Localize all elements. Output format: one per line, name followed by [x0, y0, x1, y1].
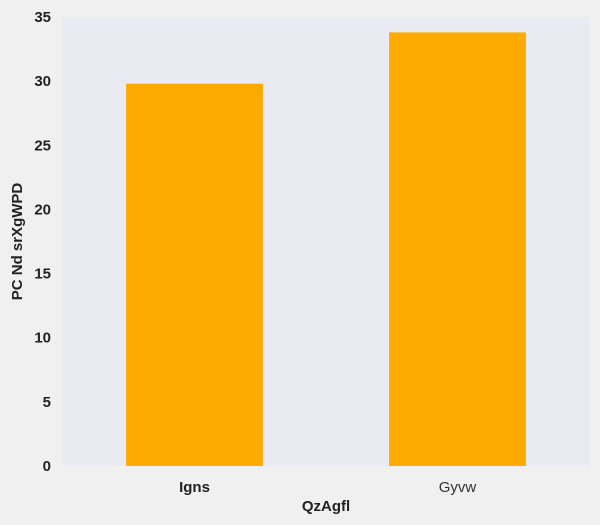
y-tick-label: 0 [43, 458, 51, 475]
y-tick-label: 35 [34, 9, 51, 26]
y-tick-label: 25 [34, 137, 51, 154]
y-tick-label: 5 [43, 394, 51, 411]
y-axis-ticks: 0 5 10 15 20 25 30 35 [34, 9, 51, 475]
y-tick-label: 20 [34, 201, 51, 218]
y-tick-label: 30 [34, 73, 51, 90]
x-tick-label: Gyvw [439, 479, 477, 496]
y-tick-label: 15 [34, 266, 51, 283]
bar-igns [126, 83, 263, 466]
y-axis-title: PC Nd srXgWPD [9, 183, 26, 301]
x-tick-label: Igns [179, 479, 210, 496]
bars [126, 32, 526, 467]
x-axis-title: QzAgfl [302, 498, 350, 515]
bar-gyvw [389, 32, 526, 467]
y-tick-label: 10 [34, 330, 51, 347]
x-axis-ticks: Igns Gyvw [179, 479, 476, 496]
